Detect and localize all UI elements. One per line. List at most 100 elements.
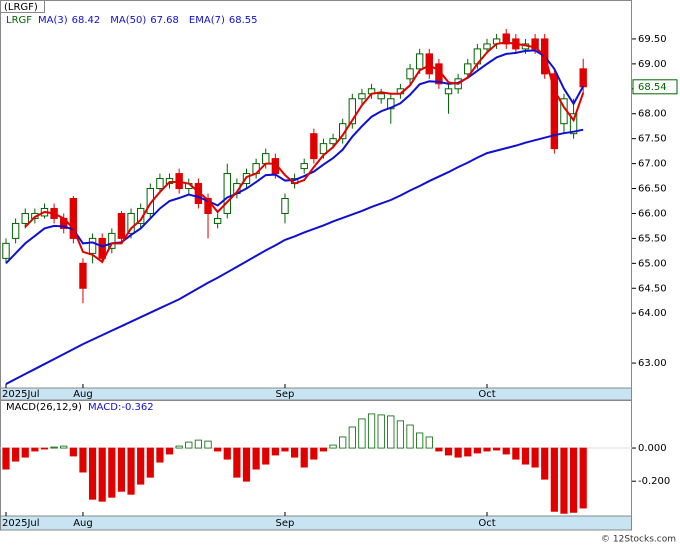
macd-bar	[271, 447, 279, 456]
macd-bar	[252, 447, 260, 470]
y-tick-label: 64.00	[638, 308, 667, 319]
macd-bar	[473, 447, 481, 454]
candle-body	[108, 232, 116, 249]
macd-bar	[541, 447, 549, 480]
price-panel	[0, 0, 632, 400]
macd-bar	[483, 447, 491, 452]
macd-bar	[300, 447, 308, 468]
legend-symbol: LRGF	[6, 15, 32, 26]
macd-title: MACD(26,12,9)	[6, 402, 82, 413]
legend-name: MA(3)	[38, 15, 68, 26]
macd-bar	[493, 447, 501, 451]
macd-bar	[108, 447, 116, 498]
legend-value: 68.42	[72, 15, 101, 26]
macd-bar	[579, 447, 587, 509]
macd-bar	[464, 447, 472, 457]
macd-bar	[550, 447, 558, 512]
macd-bar	[117, 447, 126, 492]
legend-value: 68.55	[229, 15, 258, 26]
date-strip	[0, 515, 632, 531]
candle-body	[79, 262, 87, 289]
candle-body	[300, 163, 308, 170]
macd-bar	[40, 447, 49, 450]
x-tick-label: Aug	[73, 518, 93, 529]
candle-body	[464, 63, 472, 75]
macd-bar	[175, 445, 183, 449]
candle-body	[262, 153, 270, 165]
macd-bar	[50, 446, 58, 449]
x-tick-label: 2025Jul	[2, 518, 40, 529]
credit: © 12Stocks.com	[601, 535, 676, 545]
legend-name: EMA(7)	[189, 15, 225, 26]
macd-bar	[137, 447, 145, 485]
title-box	[0, 0, 45, 13]
macd-bar	[454, 447, 462, 458]
y-tick-label: 63.00	[638, 358, 667, 369]
candle-body	[377, 93, 385, 100]
macd-bar	[521, 447, 530, 465]
macd-bar	[165, 447, 174, 455]
macd-bar	[387, 415, 395, 449]
y-tick-label: 66.50	[638, 184, 667, 195]
macd-bar	[60, 445, 68, 449]
candle-body	[483, 43, 491, 50]
candle-body	[11, 222, 20, 239]
ma-line	[24, 41, 585, 264]
candle-body	[319, 143, 328, 155]
macd-bar	[406, 424, 414, 449]
macd-bar	[560, 447, 568, 514]
candle-body	[213, 217, 222, 224]
macd-bar	[425, 436, 433, 449]
candle-body	[127, 212, 135, 234]
candle-body	[98, 237, 106, 259]
candle-body	[444, 88, 453, 95]
y-tick-label: 69.00	[638, 59, 667, 70]
macd-bar	[262, 447, 270, 465]
macd-bar	[531, 447, 539, 468]
x-tick-label: Oct	[478, 389, 495, 400]
chart-title: (LRGF)	[4, 2, 38, 13]
macd-bar	[204, 440, 212, 449]
macd-bar	[569, 447, 578, 513]
y-tick-label: 65.00	[638, 258, 667, 269]
y-tick-label: 0.000	[638, 443, 667, 454]
macd-bar	[146, 447, 154, 478]
candle-body	[531, 38, 539, 50]
candle-body	[281, 198, 289, 214]
y-tick-label: -0.200	[638, 476, 670, 487]
macd-bar	[319, 447, 328, 452]
macd-bar	[127, 447, 135, 495]
legend-name: MA(50)	[110, 15, 146, 26]
macd-bar	[233, 447, 241, 478]
y-tick-label: 65.50	[638, 233, 667, 244]
ma-line	[5, 49, 585, 265]
candle-body	[329, 138, 337, 145]
candle-body	[358, 93, 366, 100]
macd-bar	[242, 447, 251, 482]
x-tick-label: 2025Jul	[2, 389, 40, 400]
macd-bar	[156, 447, 164, 463]
y-tick-label: 67.50	[638, 134, 667, 145]
candle-body	[156, 178, 164, 190]
macd-bar	[358, 418, 366, 449]
macd-bar	[12, 447, 20, 462]
y-tick-label: 68.00	[638, 109, 667, 120]
macd-bar	[377, 414, 385, 449]
y-tick-label: 67.00	[638, 159, 667, 170]
macd-bar	[310, 447, 318, 460]
candle-body	[223, 173, 231, 214]
macd-bar	[367, 413, 376, 449]
candle-body	[117, 212, 126, 239]
macd-bar	[444, 447, 453, 456]
ma-line	[5, 128, 584, 385]
candle-body	[579, 68, 587, 88]
date-strip	[0, 387, 632, 401]
macd-bar	[98, 447, 106, 502]
macd-bar	[194, 439, 202, 449]
candle-body	[69, 198, 78, 239]
candle-body	[550, 73, 559, 150]
macd-bar	[348, 426, 356, 449]
macd-bar	[214, 447, 222, 452]
candle-body	[310, 133, 318, 160]
